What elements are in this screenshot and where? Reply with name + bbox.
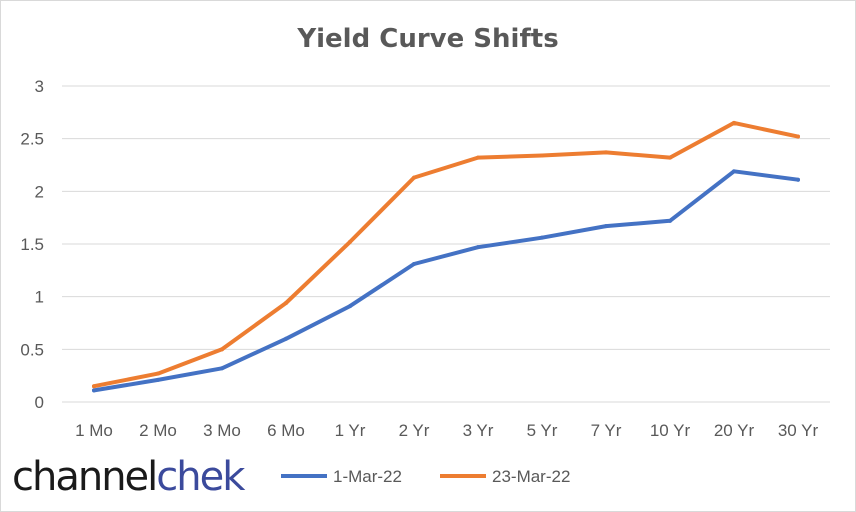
data-point [284, 336, 288, 341]
x-tick-label: 1 Mo [75, 421, 113, 440]
data-point [156, 371, 160, 376]
x-tick-label: 1 Yr [335, 421, 366, 440]
data-point [92, 388, 96, 393]
x-tick-label: 6 Mo [267, 421, 305, 440]
data-point [668, 155, 672, 160]
data-point [668, 218, 672, 223]
y-tick-label: 1 [35, 288, 44, 307]
x-tick-label: 20 Yr [714, 421, 755, 440]
x-tick-label: 10 Yr [650, 421, 691, 440]
data-point [796, 177, 800, 182]
data-point [92, 384, 96, 389]
legend: 1-Mar-22 23-Mar-22 [281, 467, 570, 486]
data-point [796, 134, 800, 139]
data-point [156, 377, 160, 382]
logo-text-chek: chek [156, 454, 245, 500]
chart-title: Yield Curve Shifts [296, 24, 558, 54]
x-tick-label: 7 Yr [591, 421, 622, 440]
x-tick-label: 30 Yr [778, 421, 819, 440]
logo-text-channel: channel [12, 454, 158, 500]
data-point [540, 235, 544, 240]
data-point [732, 169, 736, 174]
x-tick-label: 2 Yr [399, 421, 430, 440]
data-point [412, 262, 416, 267]
data-point [476, 155, 480, 160]
legend-label: 23-Mar-22 [492, 467, 570, 486]
data-point [412, 175, 416, 180]
data-point [348, 304, 352, 309]
data-point [540, 153, 544, 158]
x-tick-label: 5 Yr [527, 421, 558, 440]
y-tick-label: 2 [35, 182, 44, 201]
data-point [220, 347, 224, 352]
data-point [476, 245, 480, 250]
y-tick-label: 3 [35, 77, 44, 96]
data-point [348, 239, 352, 244]
data-point [732, 120, 736, 125]
legend-label: 1-Mar-22 [333, 467, 402, 486]
series-line-1 [92, 169, 800, 393]
y-tick-label: 0 [35, 393, 44, 412]
data-point [604, 224, 608, 229]
y-tick-label: 2.5 [20, 130, 44, 149]
y-tick-label: 1.5 [20, 235, 44, 254]
series-line-2 [92, 120, 800, 389]
data-point [220, 366, 224, 371]
data-point [284, 300, 288, 305]
x-tick-label: 3 Yr [463, 421, 494, 440]
data-point [604, 150, 608, 155]
series-lines [92, 120, 800, 393]
channelchek-logo: channelchek [12, 454, 245, 502]
y-tick-label: 0.5 [20, 340, 44, 359]
y-axis-ticks: 0 0.5 1 1.5 2 2.5 3 [20, 77, 44, 412]
x-axis-ticks: 1 Mo 2 Mo 3 Mo 6 Mo 1 Yr 2 Yr 3 Yr 5 Yr 7 Yr 10 Y… [75, 421, 818, 440]
x-tick-label: 3 Mo [203, 421, 241, 440]
x-tick-label: 2 Mo [139, 421, 177, 440]
